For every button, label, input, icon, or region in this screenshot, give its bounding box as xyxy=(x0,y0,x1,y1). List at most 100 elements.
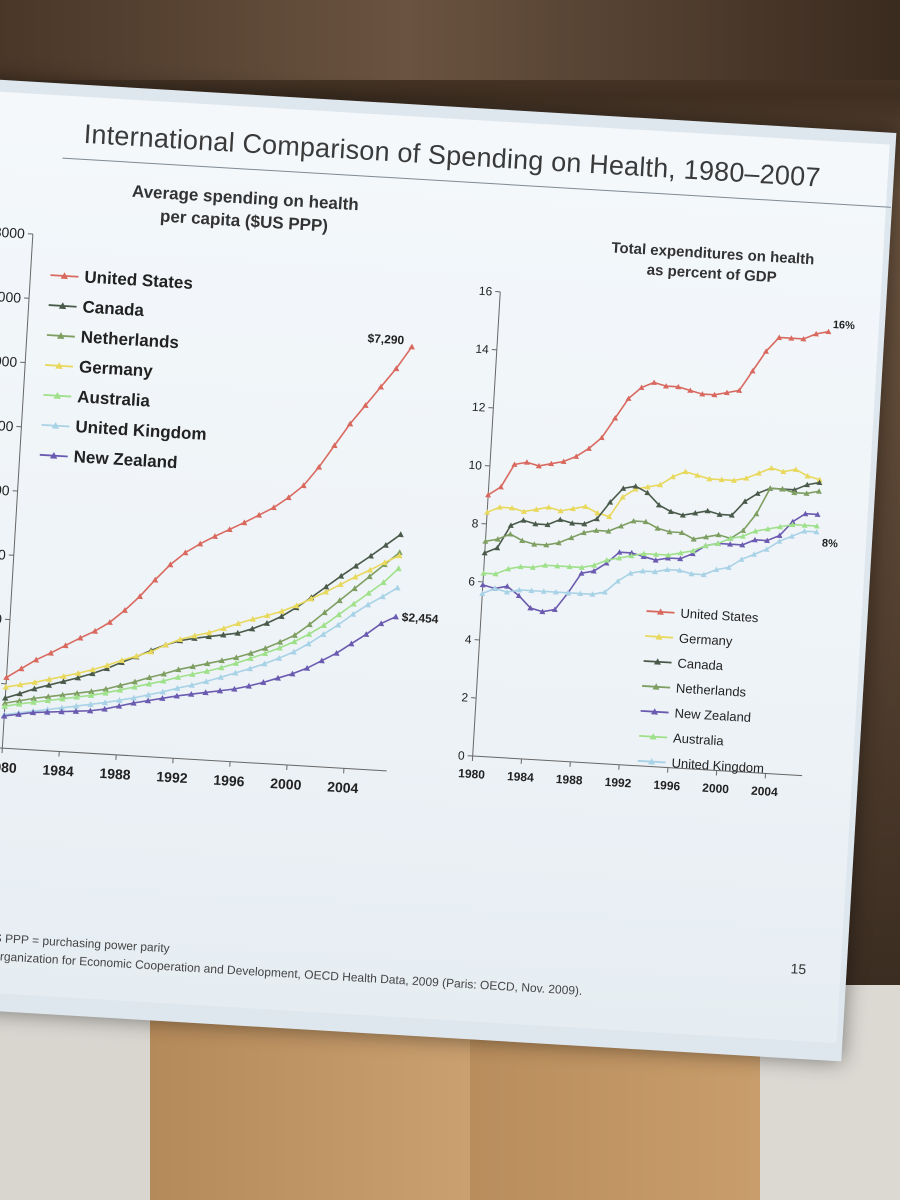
left-point-netherlands xyxy=(160,670,167,677)
left-point-germany xyxy=(366,566,374,573)
left-point-canada xyxy=(397,531,404,538)
right-point-germany xyxy=(657,481,664,488)
left-point-united-states xyxy=(255,511,263,518)
left-point-united-states xyxy=(346,420,354,427)
left-point-netherlands xyxy=(366,573,373,580)
left-point-canada xyxy=(322,583,330,590)
left-point-new-zealand xyxy=(274,674,281,681)
left-point-new-zealand xyxy=(347,640,355,647)
left-point-canada xyxy=(337,572,345,579)
right-point-germany xyxy=(694,472,701,478)
left-point-australia xyxy=(102,689,109,696)
left-legend-marker-united-states xyxy=(60,272,68,280)
left-point-new-zealand xyxy=(216,687,224,694)
right-y-tick-label: 0 xyxy=(458,748,466,762)
right-point-united-states xyxy=(788,335,795,341)
left-legend-marker-netherlands xyxy=(56,332,65,340)
right-point-australia xyxy=(640,550,647,557)
right-line-united-states xyxy=(487,330,829,496)
left-point-united-states xyxy=(240,519,248,526)
left-point-netherlands xyxy=(218,657,225,664)
left-chart-svg: 0100020003000400050006000700080001980198… xyxy=(0,224,439,796)
right-x-tick-label: 2004 xyxy=(751,784,779,800)
left-y-tick-label: 2000 xyxy=(0,609,3,627)
right-line-germany xyxy=(486,467,820,518)
right-point-germany xyxy=(755,470,762,476)
right-line-netherlands xyxy=(485,487,820,546)
right-point-germany xyxy=(718,476,725,483)
left-legend-marker-new-zealand xyxy=(49,451,58,459)
left-point-united-kingdom xyxy=(246,665,253,672)
left-series-united-kingdom xyxy=(0,584,401,718)
left-point-australia xyxy=(189,671,196,678)
right-point-germany xyxy=(706,475,713,482)
right-point-united-kingdom xyxy=(627,570,634,576)
right-point-canada xyxy=(716,511,723,518)
right-legend-marker-australia xyxy=(649,733,657,740)
right-line-canada xyxy=(484,481,820,554)
right-point-united-states xyxy=(687,387,694,394)
left-y-tick-label: 4000 xyxy=(0,481,10,499)
left-point-germany xyxy=(191,632,198,639)
right-y-tick-label: 14 xyxy=(475,342,489,357)
left-point-netherlands xyxy=(59,691,66,698)
right-point-new-zealand xyxy=(664,555,671,561)
right-series-germany xyxy=(484,465,823,520)
left-point-united-states xyxy=(362,402,369,409)
right-point-united-states xyxy=(812,330,819,337)
left-point-new-zealand xyxy=(377,620,385,627)
right-point-netherlands xyxy=(531,541,538,547)
right-point-germany xyxy=(804,473,811,479)
left-x-tick-label: 2004 xyxy=(327,778,359,796)
right-point-united-kingdom xyxy=(750,551,757,557)
left-point-new-zealand xyxy=(58,708,65,715)
right-point-netherlands xyxy=(702,533,709,540)
right-point-netherlands xyxy=(803,490,810,497)
right-series-canada xyxy=(481,479,823,556)
right-point-canada xyxy=(581,520,588,527)
right-point-united-states xyxy=(638,384,645,391)
right-point-united-states xyxy=(585,445,592,452)
right-point-united-states xyxy=(523,459,530,465)
left-point-australia xyxy=(380,579,387,586)
right-point-united-states xyxy=(598,434,605,441)
left-legend-label-new-zealand: New Zealand xyxy=(73,447,178,472)
right-x-tick-label: 1996 xyxy=(653,778,681,794)
left-point-germany xyxy=(234,620,242,627)
right-point-new-zealand xyxy=(590,568,597,574)
right-point-united-states xyxy=(485,491,492,498)
left-point-australia xyxy=(365,589,372,596)
right-series-united-kingdom xyxy=(479,528,820,597)
left-point-netherlands xyxy=(1,699,9,706)
right-point-united-states xyxy=(699,391,706,397)
right-point-united-kingdom xyxy=(801,528,808,534)
right-point-united-states xyxy=(662,383,669,389)
left-legend-label-united-states: United States xyxy=(84,267,194,292)
right-point-canada xyxy=(816,479,823,486)
right-x-tick-label: 1984 xyxy=(507,769,535,785)
left-point-canada xyxy=(382,541,389,548)
right-point-canada xyxy=(754,490,761,497)
right-point-new-zealand xyxy=(539,608,546,615)
left-point-netherlands xyxy=(306,621,313,628)
right-point-australia xyxy=(801,522,808,528)
left-series-germany xyxy=(2,552,403,690)
right-line-australia xyxy=(483,523,817,575)
left-point-australia xyxy=(15,700,23,707)
left-point-new-zealand xyxy=(362,631,370,638)
right-point-united-kingdom xyxy=(763,546,770,552)
right-point-united-kingdom xyxy=(552,589,559,595)
right-point-netherlands xyxy=(630,518,637,524)
right-point-germany xyxy=(644,483,651,490)
left-line-netherlands xyxy=(4,551,401,704)
left-point-united-kingdom xyxy=(188,681,195,688)
wood-panel-top xyxy=(0,0,900,80)
right-point-australia xyxy=(764,525,771,532)
right-point-netherlands xyxy=(617,523,624,529)
right-point-germany xyxy=(730,477,737,483)
right-point-australia xyxy=(813,523,820,529)
left-legend-label-australia: Australia xyxy=(77,387,151,410)
right-point-canada xyxy=(507,522,514,528)
right-point-united-kingdom xyxy=(503,589,510,595)
left-point-united-kingdom xyxy=(87,701,94,708)
